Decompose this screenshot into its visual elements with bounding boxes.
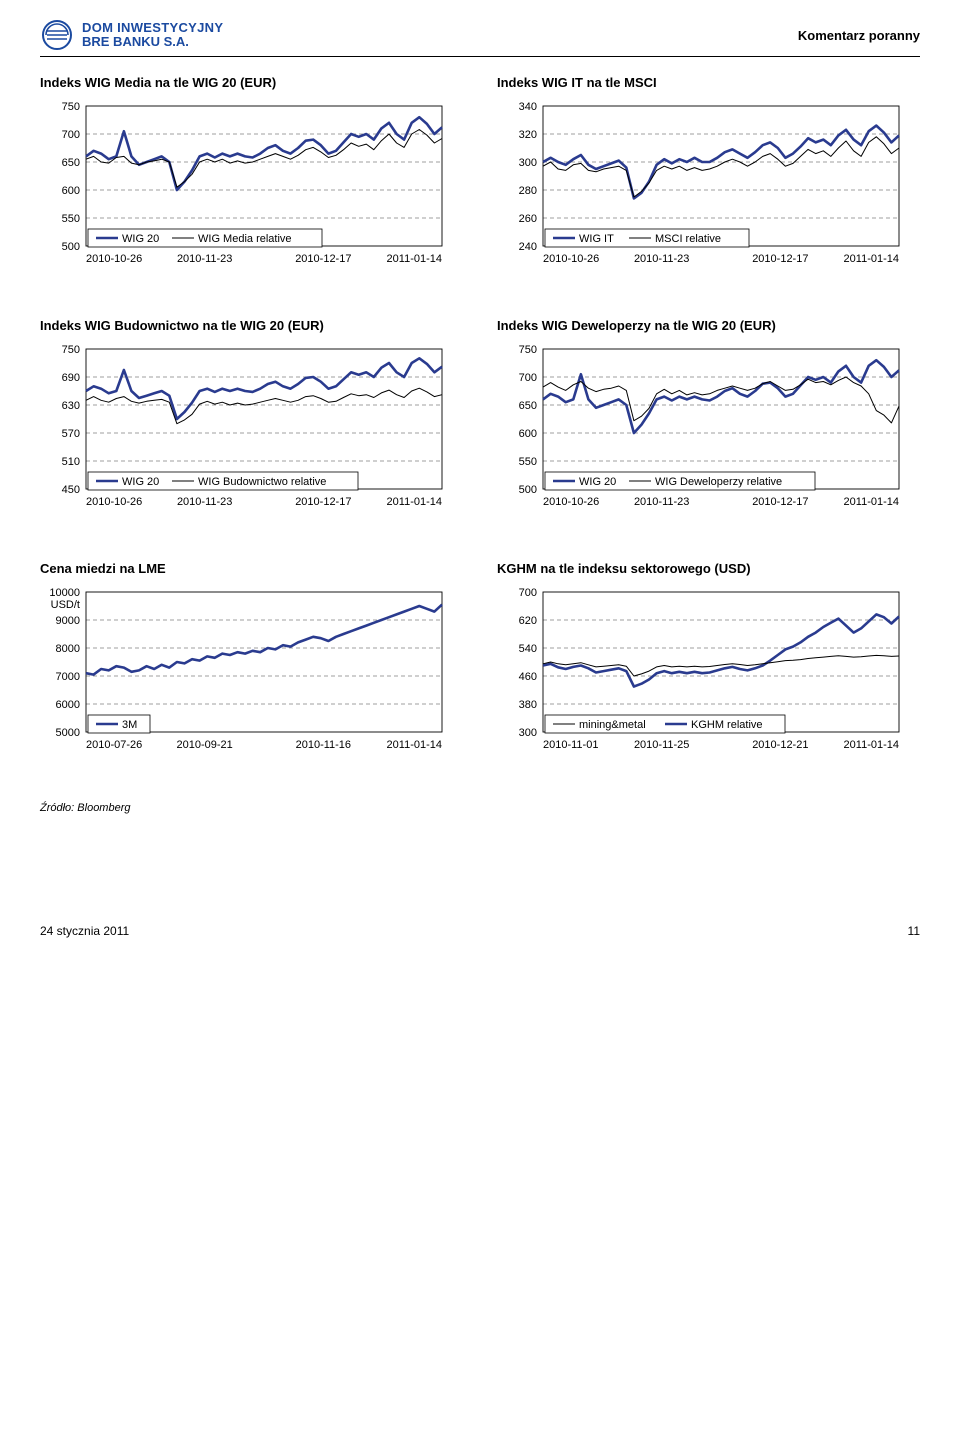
svg-text:2011-01-14: 2011-01-14 [844, 496, 899, 508]
brand-line2: BRE BANKU S.A. [82, 35, 223, 49]
svg-text:2010-12-17: 2010-12-17 [295, 253, 351, 265]
svg-text:600: 600 [519, 428, 537, 440]
svg-text:5000: 5000 [56, 727, 80, 739]
chart-title: KGHM na tle indeksu sektorowego (USD) [497, 561, 920, 576]
svg-text:3M: 3M [122, 719, 137, 731]
svg-text:700: 700 [62, 129, 80, 141]
svg-text:2010-10-26: 2010-10-26 [543, 496, 599, 508]
svg-text:WIG 20: WIG 20 [122, 233, 159, 245]
svg-text:2010-11-25: 2010-11-25 [634, 739, 689, 751]
header-komentarz: Komentarz poranny [798, 28, 920, 43]
chart-title: Indeks WIG IT na tle MSCI [497, 75, 920, 90]
svg-text:460: 460 [519, 671, 537, 683]
svg-text:750: 750 [519, 344, 537, 356]
chart-block: KGHM na tle indeksu sektorowego (USD) 300… [497, 561, 920, 774]
svg-text:630: 630 [62, 400, 80, 412]
svg-text:7000: 7000 [56, 671, 80, 683]
svg-text:2010-11-16: 2010-11-16 [296, 739, 351, 751]
header-bar: DOM INWESTYCYJNY BRE BANKU S.A. Komentar… [40, 18, 920, 57]
svg-text:600: 600 [62, 185, 80, 197]
svg-text:650: 650 [519, 400, 537, 412]
svg-text:WIG Budownictwo relative: WIG Budownictwo relative [198, 476, 326, 488]
svg-text:2010-11-23: 2010-11-23 [177, 496, 232, 508]
svg-text:2011-01-14: 2011-01-14 [387, 739, 442, 751]
chart-block: Indeks WIG Media na tle WIG 20 (EUR) 500 5… [40, 75, 463, 288]
svg-text:2010-10-26: 2010-10-26 [86, 496, 142, 508]
chart-title: Cena miedzi na LME [40, 561, 463, 576]
svg-text:WIG Media relative: WIG Media relative [198, 233, 292, 245]
chart-title: Indeks WIG Media na tle WIG 20 (EUR) [40, 75, 463, 90]
svg-text:2010-12-17: 2010-12-17 [752, 496, 808, 508]
svg-text:2011-01-14: 2011-01-14 [844, 739, 899, 751]
svg-text:2011-01-14: 2011-01-14 [387, 253, 442, 265]
svg-text:USD/t: USD/t [51, 599, 80, 611]
svg-text:2010-11-01: 2010-11-01 [543, 739, 598, 751]
svg-text:570: 570 [62, 428, 80, 440]
svg-text:MSCI relative: MSCI relative [655, 233, 721, 245]
svg-text:500: 500 [62, 241, 80, 253]
svg-text:2010-07-26: 2010-07-26 [86, 739, 142, 751]
svg-text:300: 300 [519, 157, 537, 169]
brand-line1: DOM INWESTYCYJNY [82, 21, 223, 35]
svg-text:KGHM relative: KGHM relative [691, 719, 763, 731]
svg-text:550: 550 [519, 456, 537, 468]
svg-text:2010-12-21: 2010-12-21 [752, 739, 808, 751]
chart-title: Indeks WIG Deweloperzy na tle WIG 20 (EU… [497, 318, 920, 333]
svg-text:750: 750 [62, 344, 80, 356]
svg-text:280: 280 [519, 185, 537, 197]
svg-text:10000: 10000 [49, 587, 80, 599]
svg-text:2010-10-26: 2010-10-26 [543, 253, 599, 265]
svg-text:750: 750 [62, 101, 80, 113]
brand-logo-icon [40, 18, 74, 52]
svg-text:650: 650 [62, 157, 80, 169]
chart-title: Indeks WIG Budownictwo na tle WIG 20 (EU… [40, 318, 463, 333]
chart-block: Indeks WIG Budownictwo na tle WIG 20 (EU… [40, 318, 463, 531]
svg-text:2010-10-26: 2010-10-26 [86, 253, 142, 265]
svg-text:690: 690 [62, 372, 80, 384]
footer-date: 24 stycznia 2011 [40, 924, 129, 938]
svg-text:WIG 20: WIG 20 [579, 476, 616, 488]
svg-text:300: 300 [519, 727, 537, 739]
chart-block: Indeks WIG IT na tle MSCI 240 260 280 300 320… [497, 75, 920, 288]
svg-text:510: 510 [62, 456, 80, 468]
svg-text:380: 380 [519, 699, 537, 711]
svg-text:2010-11-23: 2010-11-23 [634, 496, 689, 508]
svg-text:450: 450 [62, 484, 80, 496]
svg-text:240: 240 [519, 241, 537, 253]
footer-page: 11 [908, 924, 920, 938]
chart-block: Cena miedzi na LME 5000 6000 7000 8000 9000 10… [40, 561, 463, 774]
svg-text:WIG IT: WIG IT [579, 233, 614, 245]
svg-text:340: 340 [519, 101, 537, 113]
svg-text:700: 700 [519, 372, 537, 384]
svg-text:9000: 9000 [56, 615, 80, 627]
svg-text:WIG Deweloperzy relative: WIG Deweloperzy relative [655, 476, 782, 488]
svg-text:2011-01-14: 2011-01-14 [387, 496, 442, 508]
svg-text:WIG 20: WIG 20 [122, 476, 159, 488]
chart-block: Indeks WIG Deweloperzy na tle WIG 20 (EU… [497, 318, 920, 531]
svg-text:320: 320 [519, 129, 537, 141]
svg-text:260: 260 [519, 213, 537, 225]
svg-text:550: 550 [62, 213, 80, 225]
svg-text:2011-01-14: 2011-01-14 [844, 253, 899, 265]
svg-text:2010-12-17: 2010-12-17 [295, 496, 351, 508]
svg-text:mining&metal: mining&metal [579, 719, 646, 731]
brand: DOM INWESTYCYJNY BRE BANKU S.A. [40, 18, 223, 52]
svg-text:2010-12-17: 2010-12-17 [752, 253, 808, 265]
svg-text:620: 620 [519, 615, 537, 627]
svg-text:2010-11-23: 2010-11-23 [177, 253, 232, 265]
svg-text:2010-09-21: 2010-09-21 [177, 739, 233, 751]
source-label: Źródło: Bloomberg [40, 802, 920, 814]
svg-text:8000: 8000 [56, 643, 80, 655]
svg-text:500: 500 [519, 484, 537, 496]
svg-text:540: 540 [519, 643, 537, 655]
svg-text:6000: 6000 [56, 699, 80, 711]
svg-text:2010-11-23: 2010-11-23 [634, 253, 689, 265]
svg-text:700: 700 [519, 587, 537, 599]
